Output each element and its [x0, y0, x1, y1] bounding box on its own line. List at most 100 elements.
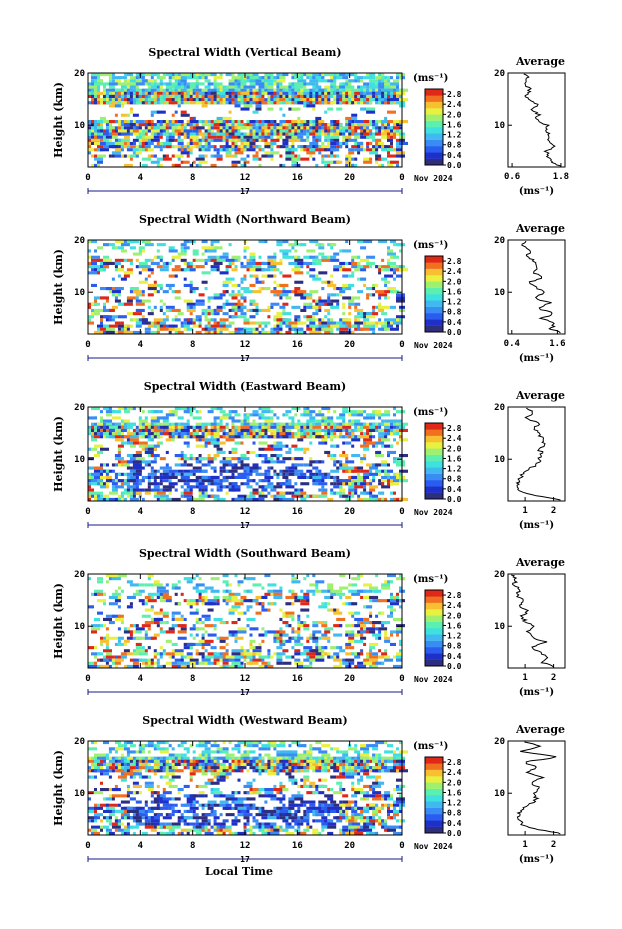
colorbar-tick-label: 2.0 — [447, 277, 462, 286]
colorbar-segment — [425, 801, 443, 808]
date-label: Nov 2024 — [414, 341, 453, 350]
profile-line — [523, 73, 562, 167]
colorbar-tick-label: 2.8 — [447, 424, 462, 433]
colorbar-segment — [425, 133, 443, 140]
colorbar-tick-label: 0.0 — [447, 662, 462, 671]
colorbar-frame — [424, 88, 444, 166]
colorbar-segment — [425, 776, 443, 783]
x-tick-label: 16 — [292, 507, 303, 517]
x-tick-label: 20 — [344, 507, 355, 517]
colorbar-tick-label: 1.6 — [447, 454, 462, 463]
y-tick-label: 20 — [74, 236, 85, 246]
profile-title: Average — [515, 723, 565, 736]
profile-x-tick-label: 2 — [551, 840, 556, 850]
colorbar-segment — [425, 325, 443, 333]
colorbar-segment — [425, 294, 443, 301]
y-axis-label: Height (km) — [52, 416, 65, 492]
colorbar-segment — [425, 281, 443, 288]
profile-line — [515, 407, 561, 501]
colorbar-tick-label: 0.4 — [447, 819, 462, 828]
colorbar-unit: (ms⁻¹) — [413, 240, 448, 251]
colorbar-tick-label: 1.6 — [447, 287, 462, 296]
colorbar-segment — [425, 596, 443, 603]
x-tick-label: 16 — [292, 674, 303, 684]
colorbar-tick-label: 0.8 — [447, 475, 462, 484]
x-tick-label: 0 — [85, 173, 90, 183]
colorbar-tick-label: 0.8 — [447, 308, 462, 317]
colorbar-tick-label: 2.0 — [447, 778, 462, 787]
colorbar-tick-label: 2.0 — [447, 110, 462, 119]
profile-x-tick-label: 2 — [551, 673, 556, 683]
colorbar-segment — [425, 313, 443, 320]
colorbar-segment — [425, 480, 443, 487]
colorbar-tick-label: 2.0 — [447, 444, 462, 453]
profile-x-tick-label: 2 — [551, 506, 556, 516]
x-tick-label: 0 — [399, 507, 404, 517]
profile-frame — [507, 239, 566, 335]
colorbar-tick-label: 0.4 — [447, 652, 462, 661]
profile-y-tick-label: 20 — [494, 737, 505, 747]
x-tick-label: 0 — [399, 340, 404, 350]
x-tick-label: 0 — [399, 674, 404, 684]
colorbar-tick-label: 1.2 — [447, 465, 462, 474]
heatmap-cells — [88, 407, 408, 501]
x-axis-label: Local Time — [205, 865, 273, 878]
profile-x-label: (ms⁻¹) — [519, 687, 554, 698]
panel-title: Spectral Width (Vertical Beam) — [148, 46, 341, 59]
colorbar-tick-label: 1.6 — [447, 621, 462, 630]
profile-x-label: (ms⁻¹) — [519, 353, 554, 364]
colorbar-tick-label: 0.4 — [447, 318, 462, 327]
colorbar-unit: (ms⁻¹) — [413, 407, 448, 418]
colorbar-tick-label: 2.8 — [447, 758, 462, 767]
colorbar-segment — [425, 108, 443, 115]
colorbar: (ms⁻¹) 2.82.42.01.6 1.20.80.40.0 — [413, 407, 462, 504]
x-tick-label: 4 — [138, 173, 144, 183]
colorbar-tick-label: 2.0 — [447, 611, 462, 620]
x-tick-label: 12 — [240, 507, 251, 517]
colorbar-segment — [425, 763, 443, 770]
average-profile: Average 20 10 1 2 (ms⁻¹) — [494, 389, 566, 531]
x-tick-label: 12 — [240, 340, 251, 350]
y-tick-label: 20 — [74, 570, 85, 580]
profile-frame — [507, 72, 566, 168]
y-tick-label: 10 — [74, 455, 85, 465]
panel-title: Spectral Width (Eastward Beam) — [144, 380, 346, 393]
profile-title: Average — [515, 222, 565, 235]
colorbar-segment — [425, 127, 443, 134]
profile-frame — [507, 573, 566, 669]
profile-x-tick-label: 1 — [522, 506, 527, 516]
x-tick-label: 16 — [292, 841, 303, 851]
colorbar-segment — [425, 120, 443, 128]
colorbar-segment — [425, 158, 443, 166]
colorbar-segment — [425, 89, 443, 96]
profile-line — [516, 741, 561, 835]
x-tick-label: 0 — [399, 841, 404, 851]
colorbar-tick-label: 0.8 — [447, 642, 462, 651]
date-label: Nov 2024 — [414, 174, 453, 183]
date-center-label: 17 — [240, 855, 250, 864]
profile-y-tick-label: 10 — [494, 455, 505, 465]
x-tick-label: 4 — [138, 841, 144, 851]
colorbar-segment — [425, 634, 443, 641]
x-tick-label: 0 — [85, 841, 90, 851]
colorbar-tick-label: 2.4 — [447, 434, 462, 443]
colorbar-segment — [425, 435, 443, 443]
colorbar-tick-label: 2.4 — [447, 100, 462, 109]
colorbar: (ms⁻¹) 2.82.42.01.6 1.20.80.40.0 — [413, 574, 462, 671]
profile-x-tick-label: 1.8 — [553, 172, 569, 182]
colorbar-segment — [425, 146, 443, 153]
colorbar-segment — [425, 95, 443, 102]
y-tick-label: 10 — [74, 622, 85, 632]
colorbar-segment — [425, 262, 443, 269]
colorbar-frame — [424, 255, 444, 333]
profile-x-tick-label: 0.6 — [504, 172, 520, 182]
colorbar-unit: (ms⁻¹) — [413, 574, 448, 585]
colorbar-segment — [425, 621, 443, 629]
y-tick-label: 20 — [74, 69, 85, 79]
heatmap-cells — [88, 741, 408, 835]
x-tick-label: 8 — [190, 674, 195, 684]
y-tick-label: 20 — [74, 737, 85, 747]
colorbar-segment — [425, 640, 443, 648]
y-tick-label: 10 — [74, 121, 85, 131]
